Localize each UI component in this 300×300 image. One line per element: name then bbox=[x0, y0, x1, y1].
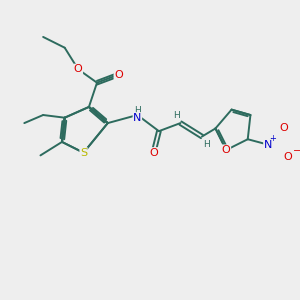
Text: N: N bbox=[264, 140, 272, 150]
Text: O: O bbox=[149, 148, 158, 158]
Text: O: O bbox=[114, 70, 123, 80]
Text: N: N bbox=[133, 113, 142, 123]
Text: +: + bbox=[269, 134, 276, 143]
Text: O: O bbox=[222, 145, 231, 155]
Text: S: S bbox=[80, 148, 87, 158]
Text: O: O bbox=[284, 152, 292, 162]
Text: H: H bbox=[134, 106, 141, 115]
Text: O: O bbox=[280, 124, 289, 134]
Text: −: − bbox=[293, 146, 300, 156]
Text: H: H bbox=[202, 140, 209, 149]
Text: O: O bbox=[74, 64, 82, 74]
Text: H: H bbox=[173, 110, 180, 119]
